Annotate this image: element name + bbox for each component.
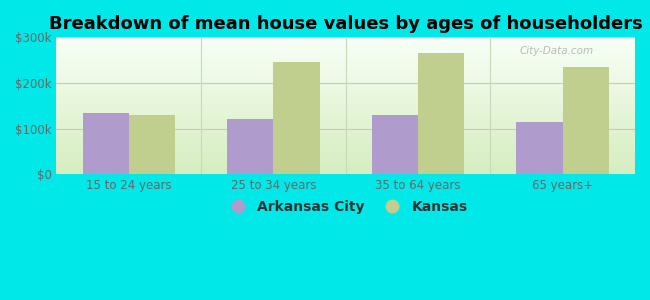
Text: City-Data.com: City-Data.com (519, 46, 593, 56)
Bar (516, 122, 563, 174)
Bar (129, 115, 175, 174)
Legend: Arkansas City, Kansas: Arkansas City, Kansas (218, 194, 473, 219)
Bar (83, 112, 129, 174)
Bar (418, 53, 464, 174)
Bar (274, 62, 320, 174)
Bar (227, 119, 274, 174)
Title: Breakdown of mean house values by ages of householders: Breakdown of mean house values by ages o… (49, 15, 643, 33)
Bar (563, 67, 609, 174)
Bar (372, 115, 418, 174)
